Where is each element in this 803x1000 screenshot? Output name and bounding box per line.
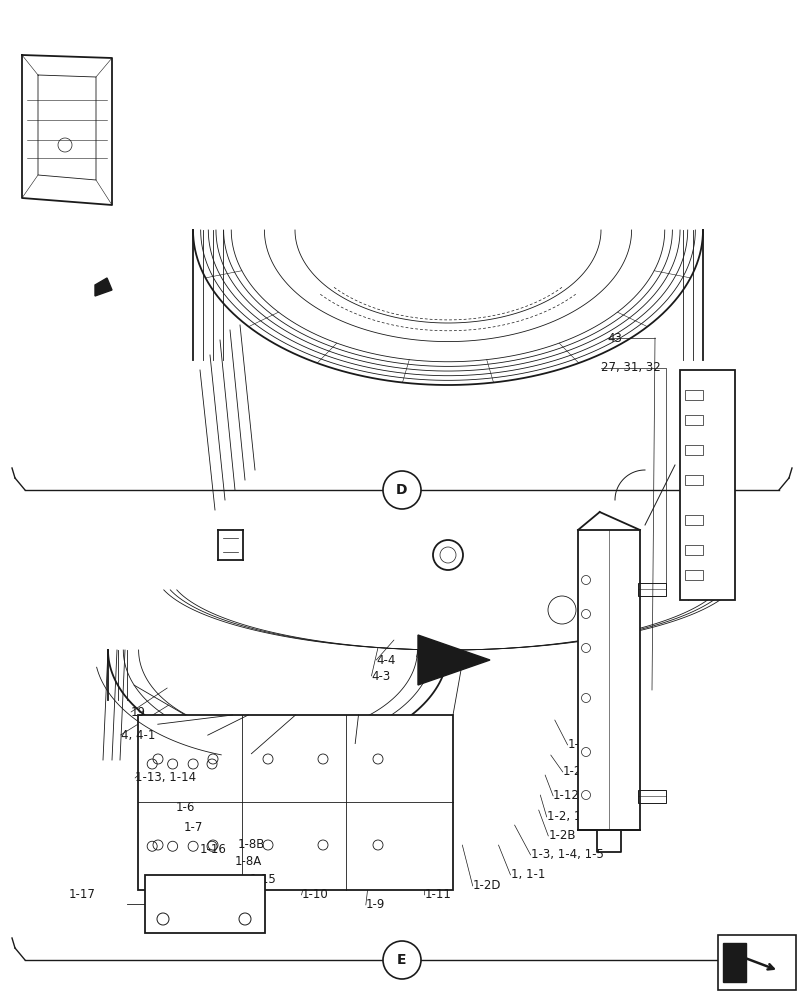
Text: 1-8: 1-8: [209, 888, 228, 901]
Polygon shape: [95, 278, 112, 296]
Text: 1-1H: 1-1H: [567, 738, 595, 752]
Text: 1-2, 1-2A: 1-2, 1-2A: [546, 810, 600, 823]
Text: 1-2D: 1-2D: [472, 879, 500, 892]
Bar: [684, 445, 702, 455]
Text: 1-7: 1-7: [183, 821, 202, 834]
Text: 1-10: 1-10: [301, 888, 328, 901]
Text: 1-17: 1-17: [68, 888, 95, 901]
Text: E: E: [397, 953, 406, 967]
Circle shape: [382, 941, 421, 979]
Bar: [145, 875, 265, 933]
Bar: [684, 475, 702, 485]
Polygon shape: [418, 635, 489, 685]
Bar: [684, 570, 702, 580]
Text: 1-3, 1-4, 1-5: 1-3, 1-4, 1-5: [530, 848, 603, 861]
Text: 1-2C: 1-2C: [562, 765, 589, 778]
Bar: [138, 715, 452, 890]
Text: 19: 19: [131, 706, 146, 718]
Bar: [684, 545, 702, 555]
Bar: [684, 415, 702, 425]
Text: 1-9: 1-9: [365, 898, 385, 911]
Text: 4-2: 4-2: [416, 650, 435, 664]
Text: 1-11: 1-11: [424, 888, 450, 901]
Text: 1, 1-1: 1, 1-1: [510, 868, 544, 881]
Bar: [679, 370, 734, 600]
Bar: [638, 583, 665, 596]
Bar: [717, 935, 795, 990]
Text: 4-4: 4-4: [376, 654, 395, 666]
Text: 1-2B: 1-2B: [548, 829, 575, 842]
Text: 4, 4-1: 4, 4-1: [120, 728, 155, 742]
Text: 1-13, 1-14: 1-13, 1-14: [135, 771, 196, 784]
Circle shape: [382, 471, 421, 509]
Text: D: D: [396, 483, 407, 497]
Text: 1-8A: 1-8A: [234, 855, 262, 868]
Text: 1-12: 1-12: [552, 789, 579, 802]
Text: 1-8B: 1-8B: [238, 838, 265, 851]
Text: 1-16: 1-16: [199, 843, 226, 856]
Text: 1-6: 1-6: [175, 801, 194, 814]
Text: 43: 43: [607, 332, 622, 344]
Bar: [577, 530, 639, 830]
Bar: [684, 390, 702, 400]
Bar: [638, 790, 665, 803]
Polygon shape: [722, 943, 745, 982]
Bar: [684, 515, 702, 525]
Text: 4-3: 4-3: [371, 670, 390, 682]
Text: 1-15: 1-15: [249, 874, 275, 886]
Text: 27, 31, 32: 27, 31, 32: [601, 361, 660, 374]
